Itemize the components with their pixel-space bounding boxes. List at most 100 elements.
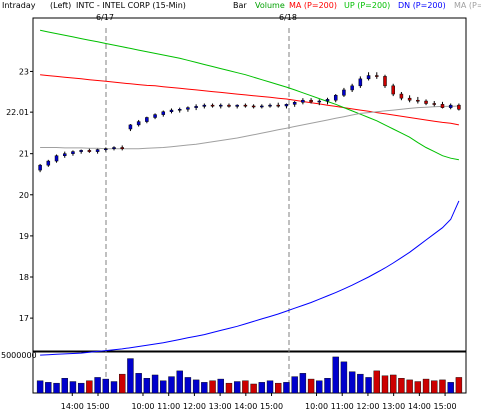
price-bar-body [95, 149, 100, 152]
volume-bar [94, 377, 101, 394]
price-bar-body [251, 105, 256, 108]
volume-bar [151, 374, 159, 394]
price-bar-body [112, 147, 116, 149]
volume-bar [168, 376, 175, 394]
price-bar [268, 103, 272, 108]
volume-bar [160, 380, 167, 394]
volume-bar [258, 382, 266, 394]
price-bar-body [325, 99, 330, 102]
price-tick-label: 19 [19, 232, 29, 241]
price-bar-body [375, 75, 379, 77]
price-bar [186, 106, 190, 112]
volume-tick-label: 5000000 [1, 351, 37, 360]
volume-bar [365, 377, 372, 394]
volume-bar [324, 378, 331, 394]
price-bar-body [186, 107, 190, 110]
price-bar-body [383, 76, 387, 87]
price-bar-body [268, 104, 272, 107]
price-bar-body [202, 104, 207, 107]
legend-item: UP (P=200) [344, 1, 390, 10]
price-bar [235, 104, 239, 109]
volume-bar [250, 383, 257, 394]
price-bar-body [243, 104, 248, 107]
volume-bar [348, 371, 356, 394]
price-bar [424, 99, 428, 106]
interval-label: Intraday [2, 1, 36, 10]
price-bar-body [350, 85, 354, 91]
time-tick-label: 14:00 [61, 402, 84, 411]
volume-bar [283, 382, 290, 394]
price-bar-body [276, 104, 280, 107]
time-tick-label: 15:00 [86, 402, 109, 411]
volume-bar [307, 378, 315, 394]
price-bar [227, 103, 231, 108]
time-tick-label: 13:00 [382, 402, 405, 411]
price-bar-body [309, 99, 313, 103]
volume-bar [414, 381, 422, 394]
volume-bar [184, 377, 192, 394]
time-tick-label: 12:00 [183, 402, 206, 411]
price-bar-body [260, 105, 264, 108]
volume-bar [398, 378, 405, 394]
volume-bar [77, 382, 85, 394]
indicator-lines [39, 29, 460, 356]
price-bar-body [71, 151, 75, 154]
volume-bar [390, 374, 397, 394]
legend-item: MA (P=200) [289, 1, 337, 10]
volume-bar [217, 378, 224, 394]
price-bar [210, 103, 215, 108]
price-bar [95, 148, 100, 154]
volume-bar [45, 382, 52, 394]
price-bar-body [79, 150, 83, 152]
day-separators: 6/17 6/18 [96, 13, 297, 393]
price-bar [440, 101, 445, 109]
volume-bar [439, 379, 446, 394]
price-bar [136, 119, 141, 127]
price-bar [112, 146, 116, 151]
volume-bar [201, 382, 208, 394]
price-bar-body [145, 117, 149, 122]
price-bar-body [227, 104, 231, 107]
chart-header: Intraday (Left) INTC - INTEL CORP (15-Mi… [2, 1, 481, 10]
price-bar-body [432, 103, 437, 105]
time-tick-label: 15:00 [260, 402, 283, 411]
price-bar [309, 98, 313, 104]
scale-label: (Left) [50, 1, 71, 10]
time-tick-label: 11:00 [157, 402, 180, 411]
price-bar-body [301, 99, 305, 103]
price-bar [153, 113, 157, 120]
price-tick-label: 21 [19, 150, 29, 159]
volume-bar [431, 380, 438, 394]
price-bar [46, 159, 51, 167]
price-bar [169, 108, 174, 114]
volume-bar [61, 378, 68, 394]
volume-bar [192, 379, 200, 394]
price-bar [448, 103, 453, 110]
price-bar [317, 99, 322, 106]
price-bar-body [128, 124, 133, 130]
time-tick-label: 14:00 [234, 402, 257, 411]
indicator-line-0 [40, 74, 460, 126]
volume-bar [176, 370, 183, 394]
price-bar [333, 94, 338, 103]
volume-bar [455, 377, 463, 394]
price-bar-body [342, 89, 346, 96]
price-bar [383, 74, 387, 88]
legend-item: Bar [233, 1, 247, 10]
price-bar-body [169, 109, 174, 112]
price-bar [87, 148, 92, 153]
time-tick-label: 10:00 [131, 402, 154, 411]
price-bar [325, 97, 330, 105]
price-bar [391, 83, 395, 97]
price-bar-body [194, 106, 198, 108]
price-bar-body [161, 111, 166, 115]
price-bar [276, 102, 280, 108]
day-separator-label: 6/17 [96, 13, 114, 22]
price-bar-body [136, 121, 141, 126]
volume-bar [53, 382, 60, 394]
price-tick-label: 20 [19, 191, 29, 200]
price-bar [350, 83, 354, 92]
volume-bar [233, 381, 241, 394]
volume-bar [143, 378, 151, 394]
